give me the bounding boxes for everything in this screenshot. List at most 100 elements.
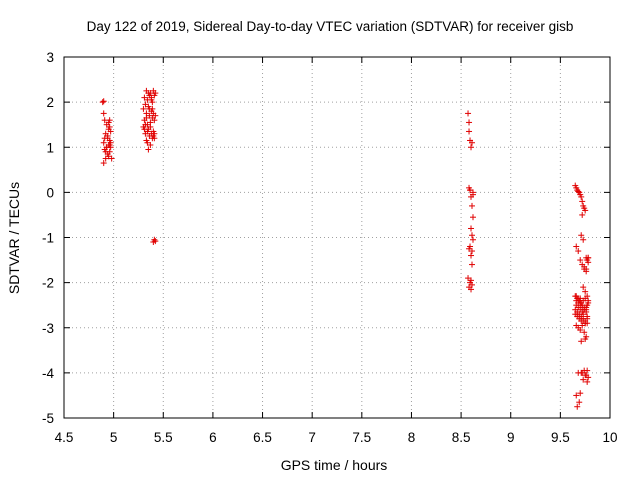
chart-title: Day 122 of 2019, Sidereal Day-to-day VTE…: [87, 19, 574, 34]
data-point: [100, 139, 107, 146]
data-point: [106, 117, 113, 124]
data-point: [581, 329, 588, 336]
y-tick-label: -2: [42, 276, 54, 291]
y-tick-label: 1: [46, 140, 54, 155]
data-point: [145, 90, 152, 97]
data-point: [584, 320, 591, 327]
data-point: [576, 399, 583, 406]
data-point: [575, 369, 582, 376]
data-point: [573, 243, 580, 250]
data-point: [100, 110, 107, 117]
data-point: [140, 105, 147, 112]
data-point: [152, 112, 159, 119]
data-point: [99, 99, 106, 106]
x-axis-label: GPS time / hours: [281, 457, 388, 473]
data-point: [108, 155, 115, 162]
data-point: [469, 202, 476, 209]
x-tick-label: 5.5: [154, 430, 173, 445]
data-point: [583, 306, 590, 313]
data-point: [584, 293, 591, 300]
data-point: [466, 128, 473, 135]
data-point: [468, 252, 475, 259]
data-point: [580, 376, 587, 383]
data-point: [470, 214, 477, 221]
data-point: [578, 232, 585, 239]
data-point: [142, 121, 149, 128]
data-point: [575, 248, 582, 255]
y-tick-label: 0: [46, 185, 54, 200]
data-point: [578, 193, 585, 200]
data-point: [578, 338, 585, 345]
data-point: [100, 98, 107, 105]
data-point: [580, 284, 587, 291]
x-tick-label: 6.5: [253, 430, 272, 445]
data-point: [470, 191, 477, 198]
data-point: [469, 261, 476, 268]
data-point: [584, 367, 591, 374]
data-point: [469, 139, 476, 146]
data-point: [582, 207, 589, 214]
data-point: [466, 245, 473, 252]
data-point: [100, 160, 107, 167]
data-point: [149, 105, 156, 112]
data-point: [579, 211, 586, 218]
y-tick-label: -3: [42, 321, 54, 336]
data-point: [468, 225, 475, 232]
data-point: [465, 110, 472, 117]
data-point: [577, 390, 584, 397]
data-point: [143, 114, 150, 121]
data-point: [466, 284, 473, 291]
x-tick-label: 8: [408, 430, 416, 445]
data-point: [575, 188, 582, 195]
data-point: [577, 327, 584, 334]
data-point: [470, 236, 477, 243]
axis-ticks: 4.5 5 5.5 6 6.5 7 7.5 8 8.5 9 9.5 10 -5 -4 -3 -2 -1 0 1 2 3: [42, 50, 618, 445]
data-point: [148, 96, 155, 103]
data-point: [579, 198, 586, 205]
data-point: [585, 254, 592, 261]
x-tick-label: 9: [507, 430, 515, 445]
data-point: [106, 141, 113, 148]
data-point: [102, 148, 109, 155]
y-tick-label: 2: [46, 95, 54, 110]
x-tick-label: 6: [209, 430, 217, 445]
data-point: [582, 288, 589, 295]
data-point: [104, 132, 111, 139]
data-point: [580, 236, 587, 243]
data-point: [579, 322, 586, 329]
plot-frame: [63, 56, 611, 419]
data-point: [105, 126, 112, 133]
x-tick-label: 9.5: [551, 430, 570, 445]
data-point: [585, 299, 592, 306]
y-tick-label: -1: [42, 231, 54, 246]
x-tick-label: 10: [602, 430, 617, 445]
data-point: [469, 232, 476, 239]
y-axis-label: SDTVAR / TECUs: [6, 182, 22, 294]
data-point: [145, 146, 152, 153]
data-point: [468, 144, 475, 151]
data-point: [151, 117, 158, 124]
data-point: [573, 392, 580, 399]
x-tick-label: 7: [308, 430, 316, 445]
data-points: [99, 87, 592, 410]
data-point: [466, 119, 473, 126]
x-tick-label: 5: [110, 430, 118, 445]
y-tick-label: 3: [46, 50, 54, 65]
data-point: [141, 126, 148, 133]
data-point: [147, 123, 154, 130]
data-point: [584, 378, 591, 385]
data-point: [152, 90, 159, 97]
data-point: [582, 372, 589, 379]
x-tick-label: 4.5: [55, 430, 74, 445]
grid-lines: [64, 57, 610, 418]
x-tick-label: 8.5: [452, 430, 471, 445]
data-point: [577, 257, 584, 264]
data-point: [574, 403, 581, 410]
data-point: [151, 236, 158, 243]
x-tick-label: 7.5: [352, 430, 371, 445]
data-point: [468, 277, 475, 284]
data-point: [152, 238, 159, 245]
y-tick-label: -5: [42, 411, 54, 426]
data-point: [147, 141, 154, 148]
